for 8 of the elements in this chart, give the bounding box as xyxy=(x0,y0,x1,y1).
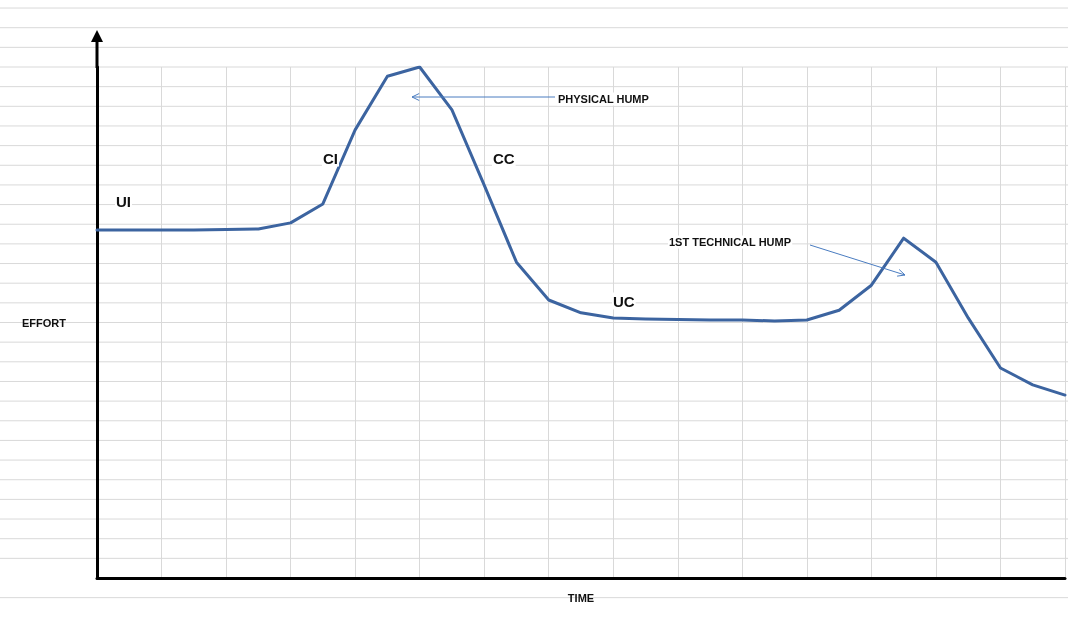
annotation: UC xyxy=(613,292,635,310)
annotation: CC xyxy=(493,149,515,167)
annotation: UI xyxy=(116,192,131,210)
x-axis-title: TIME xyxy=(567,591,595,604)
y-axis-title: EFFORT xyxy=(22,316,67,329)
annotation: 1ST TECHNICAL HUMP xyxy=(669,236,792,248)
annotation: CI xyxy=(323,149,338,167)
annotation: PHYSICAL HUMP xyxy=(558,93,649,105)
